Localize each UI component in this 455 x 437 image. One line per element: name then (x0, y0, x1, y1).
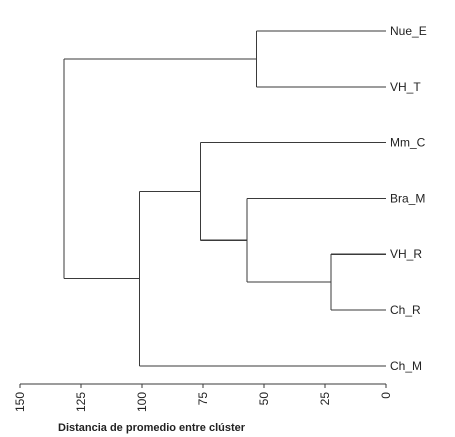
x-tick-label: 50 (257, 392, 271, 406)
x-tick-label: 75 (196, 392, 210, 406)
leaf-label: VH_T (390, 80, 421, 94)
x-axis: 150 125 100 75 50 25 0 (13, 383, 393, 412)
x-tick-label: 150 (13, 392, 27, 412)
leaf-label: Ch_R (390, 303, 421, 317)
leaf-label: Mm_C (390, 136, 426, 150)
x-tick-label: 125 (74, 392, 88, 412)
branches (63, 30, 386, 367)
leaf-label: Bra_M (390, 191, 425, 205)
leaf-label: VH_R (390, 247, 422, 261)
leaf-label: Nue_E (390, 24, 427, 38)
x-tick-label: 0 (379, 392, 393, 399)
x-tick-label: 100 (135, 392, 149, 412)
leaf-labels: Nue_E VH_T Mm_C Bra_M VH_R Ch_R Ch_M (390, 24, 427, 373)
x-axis-ticks: 150 125 100 75 50 25 0 (13, 384, 393, 412)
leaf-label: Ch_M (390, 359, 422, 373)
x-axis-title: Distancia de promedio entre clúster (58, 422, 246, 434)
x-tick-label: 25 (318, 392, 332, 406)
